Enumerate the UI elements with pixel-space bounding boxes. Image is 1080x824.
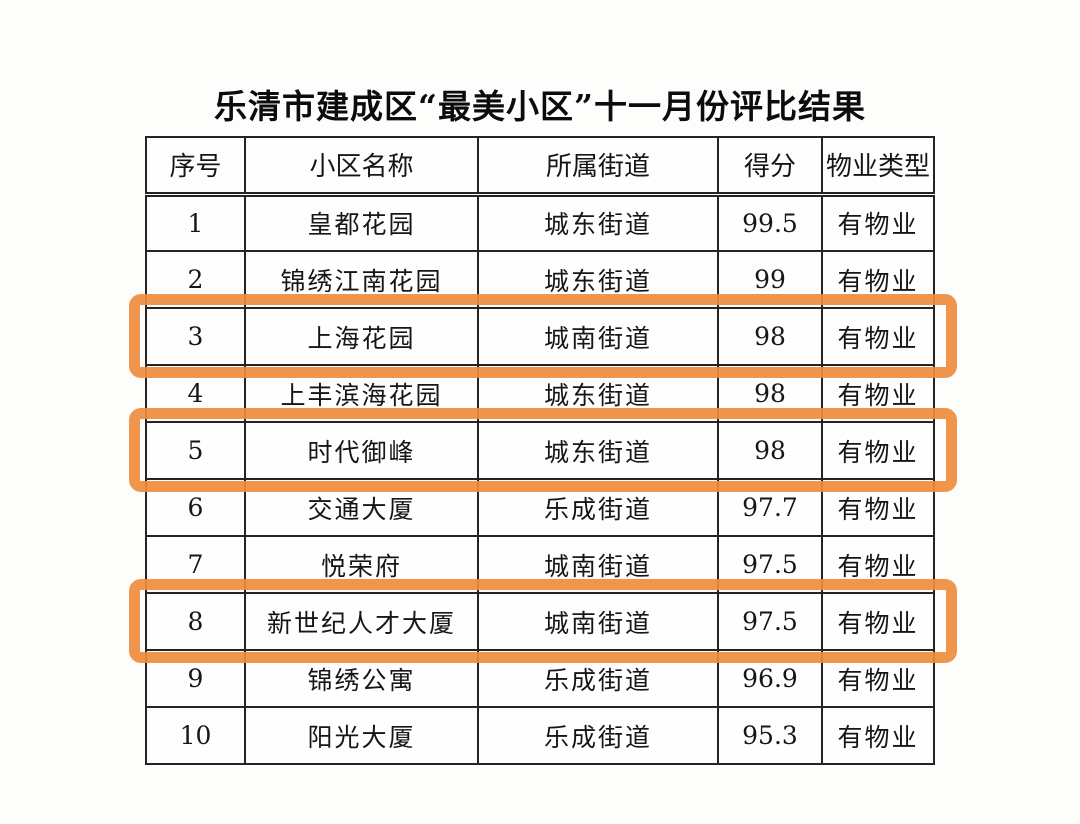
cell-rank: 2 (145, 250, 246, 309)
cell-name: 皇都花园 (244, 193, 479, 252)
table-row-10: 10 阳光大厦 乐成街道 95.3 有物业 (145, 706, 935, 765)
cell-name: 时代御峰 (244, 421, 479, 480)
cell-score: 97.7 (717, 478, 823, 537)
cell-rank: 7 (145, 535, 246, 594)
cell-street: 城东街道 (477, 250, 719, 309)
header-cell-type: 物业类型 (821, 136, 935, 197)
cell-rank: 10 (145, 706, 246, 765)
cell-score: 99.5 (717, 193, 823, 252)
cell-name: 锦绣公寓 (244, 649, 479, 708)
table-row-3: 3 上海花园 城南街道 98 有物业 (145, 307, 935, 366)
cell-score: 97.5 (717, 592, 823, 651)
cell-name: 上丰滨海花园 (244, 364, 479, 423)
cell-type: 有物业 (821, 307, 935, 366)
cell-rank: 8 (145, 592, 246, 651)
cell-type: 有物业 (821, 250, 935, 309)
cell-type: 有物业 (821, 478, 935, 537)
cell-type: 有物业 (821, 535, 935, 594)
table-row-2: 2 锦绣江南花园 城东街道 99 有物业 (145, 250, 935, 309)
header-cell-rank: 序号 (145, 136, 246, 197)
cell-score: 98 (717, 307, 823, 366)
table-row-9: 9 锦绣公寓 乐成街道 96.9 有物业 (145, 649, 935, 708)
cell-street: 城南街道 (477, 592, 719, 651)
cell-type: 有物业 (821, 649, 935, 708)
cell-name: 交通大厦 (244, 478, 479, 537)
table-row-7: 7 悦荣府 城南街道 97.5 有物业 (145, 535, 935, 594)
cell-score: 99 (717, 250, 823, 309)
cell-rank: 9 (145, 649, 246, 708)
cell-score: 98 (717, 421, 823, 480)
header-cell-street: 所属街道 (477, 136, 719, 197)
cell-street: 城南街道 (477, 535, 719, 594)
page-title: 乐清市建成区“最美小区”十一月份评比结果 (214, 87, 866, 126)
table-row-1: 1 皇都花园 城东街道 99.5 有物业 (145, 193, 935, 252)
cell-street: 乐成街道 (477, 706, 719, 765)
table-row-4: 4 上丰滨海花园 城东街道 98 有物业 (145, 364, 935, 423)
cell-street: 城南街道 (477, 307, 719, 366)
cell-name: 阳光大厦 (244, 706, 479, 765)
cell-type: 有物业 (821, 193, 935, 252)
cell-street: 乐成街道 (477, 478, 719, 537)
cell-score: 98 (717, 364, 823, 423)
ranking-table-container: 序号 小区名称 所属街道 得分 物业类型 1 皇都花园 城东街道 99.5 有物… (145, 136, 935, 765)
cell-name: 悦荣府 (244, 535, 479, 594)
cell-street: 城东街道 (477, 193, 719, 252)
cell-rank: 3 (145, 307, 246, 366)
cell-score: 96.9 (717, 649, 823, 708)
table-row-5: 5 时代御峰 城东街道 98 有物业 (145, 421, 935, 480)
table-row-8: 8 新世纪人才大厦 城南街道 97.5 有物业 (145, 592, 935, 651)
cell-type: 有物业 (821, 706, 935, 765)
cell-score: 95.3 (717, 706, 823, 765)
cell-rank: 5 (145, 421, 246, 480)
table-row-6: 6 交通大厦 乐成街道 97.7 有物业 (145, 478, 935, 537)
cell-type: 有物业 (821, 364, 935, 423)
cell-street: 城东街道 (477, 421, 719, 480)
cell-name: 上海花园 (244, 307, 479, 366)
header-cell-score: 得分 (717, 136, 823, 197)
cell-type: 有物业 (821, 421, 935, 480)
cell-rank: 1 (145, 193, 246, 252)
cell-street: 城东街道 (477, 364, 719, 423)
cell-type: 有物业 (821, 592, 935, 651)
cell-name: 锦绣江南花园 (244, 250, 479, 309)
cell-name: 新世纪人才大厦 (244, 592, 479, 651)
header-row: 序号 小区名称 所属街道 得分 物业类型 (145, 136, 935, 197)
cell-rank: 6 (145, 478, 246, 537)
cell-rank: 4 (145, 364, 246, 423)
ranking-table: 序号 小区名称 所属街道 得分 物业类型 1 皇都花园 城东街道 99.5 有物… (145, 136, 935, 765)
cell-street: 乐成街道 (477, 649, 719, 708)
header-cell-name: 小区名称 (244, 136, 479, 197)
cell-score: 97.5 (717, 535, 823, 594)
